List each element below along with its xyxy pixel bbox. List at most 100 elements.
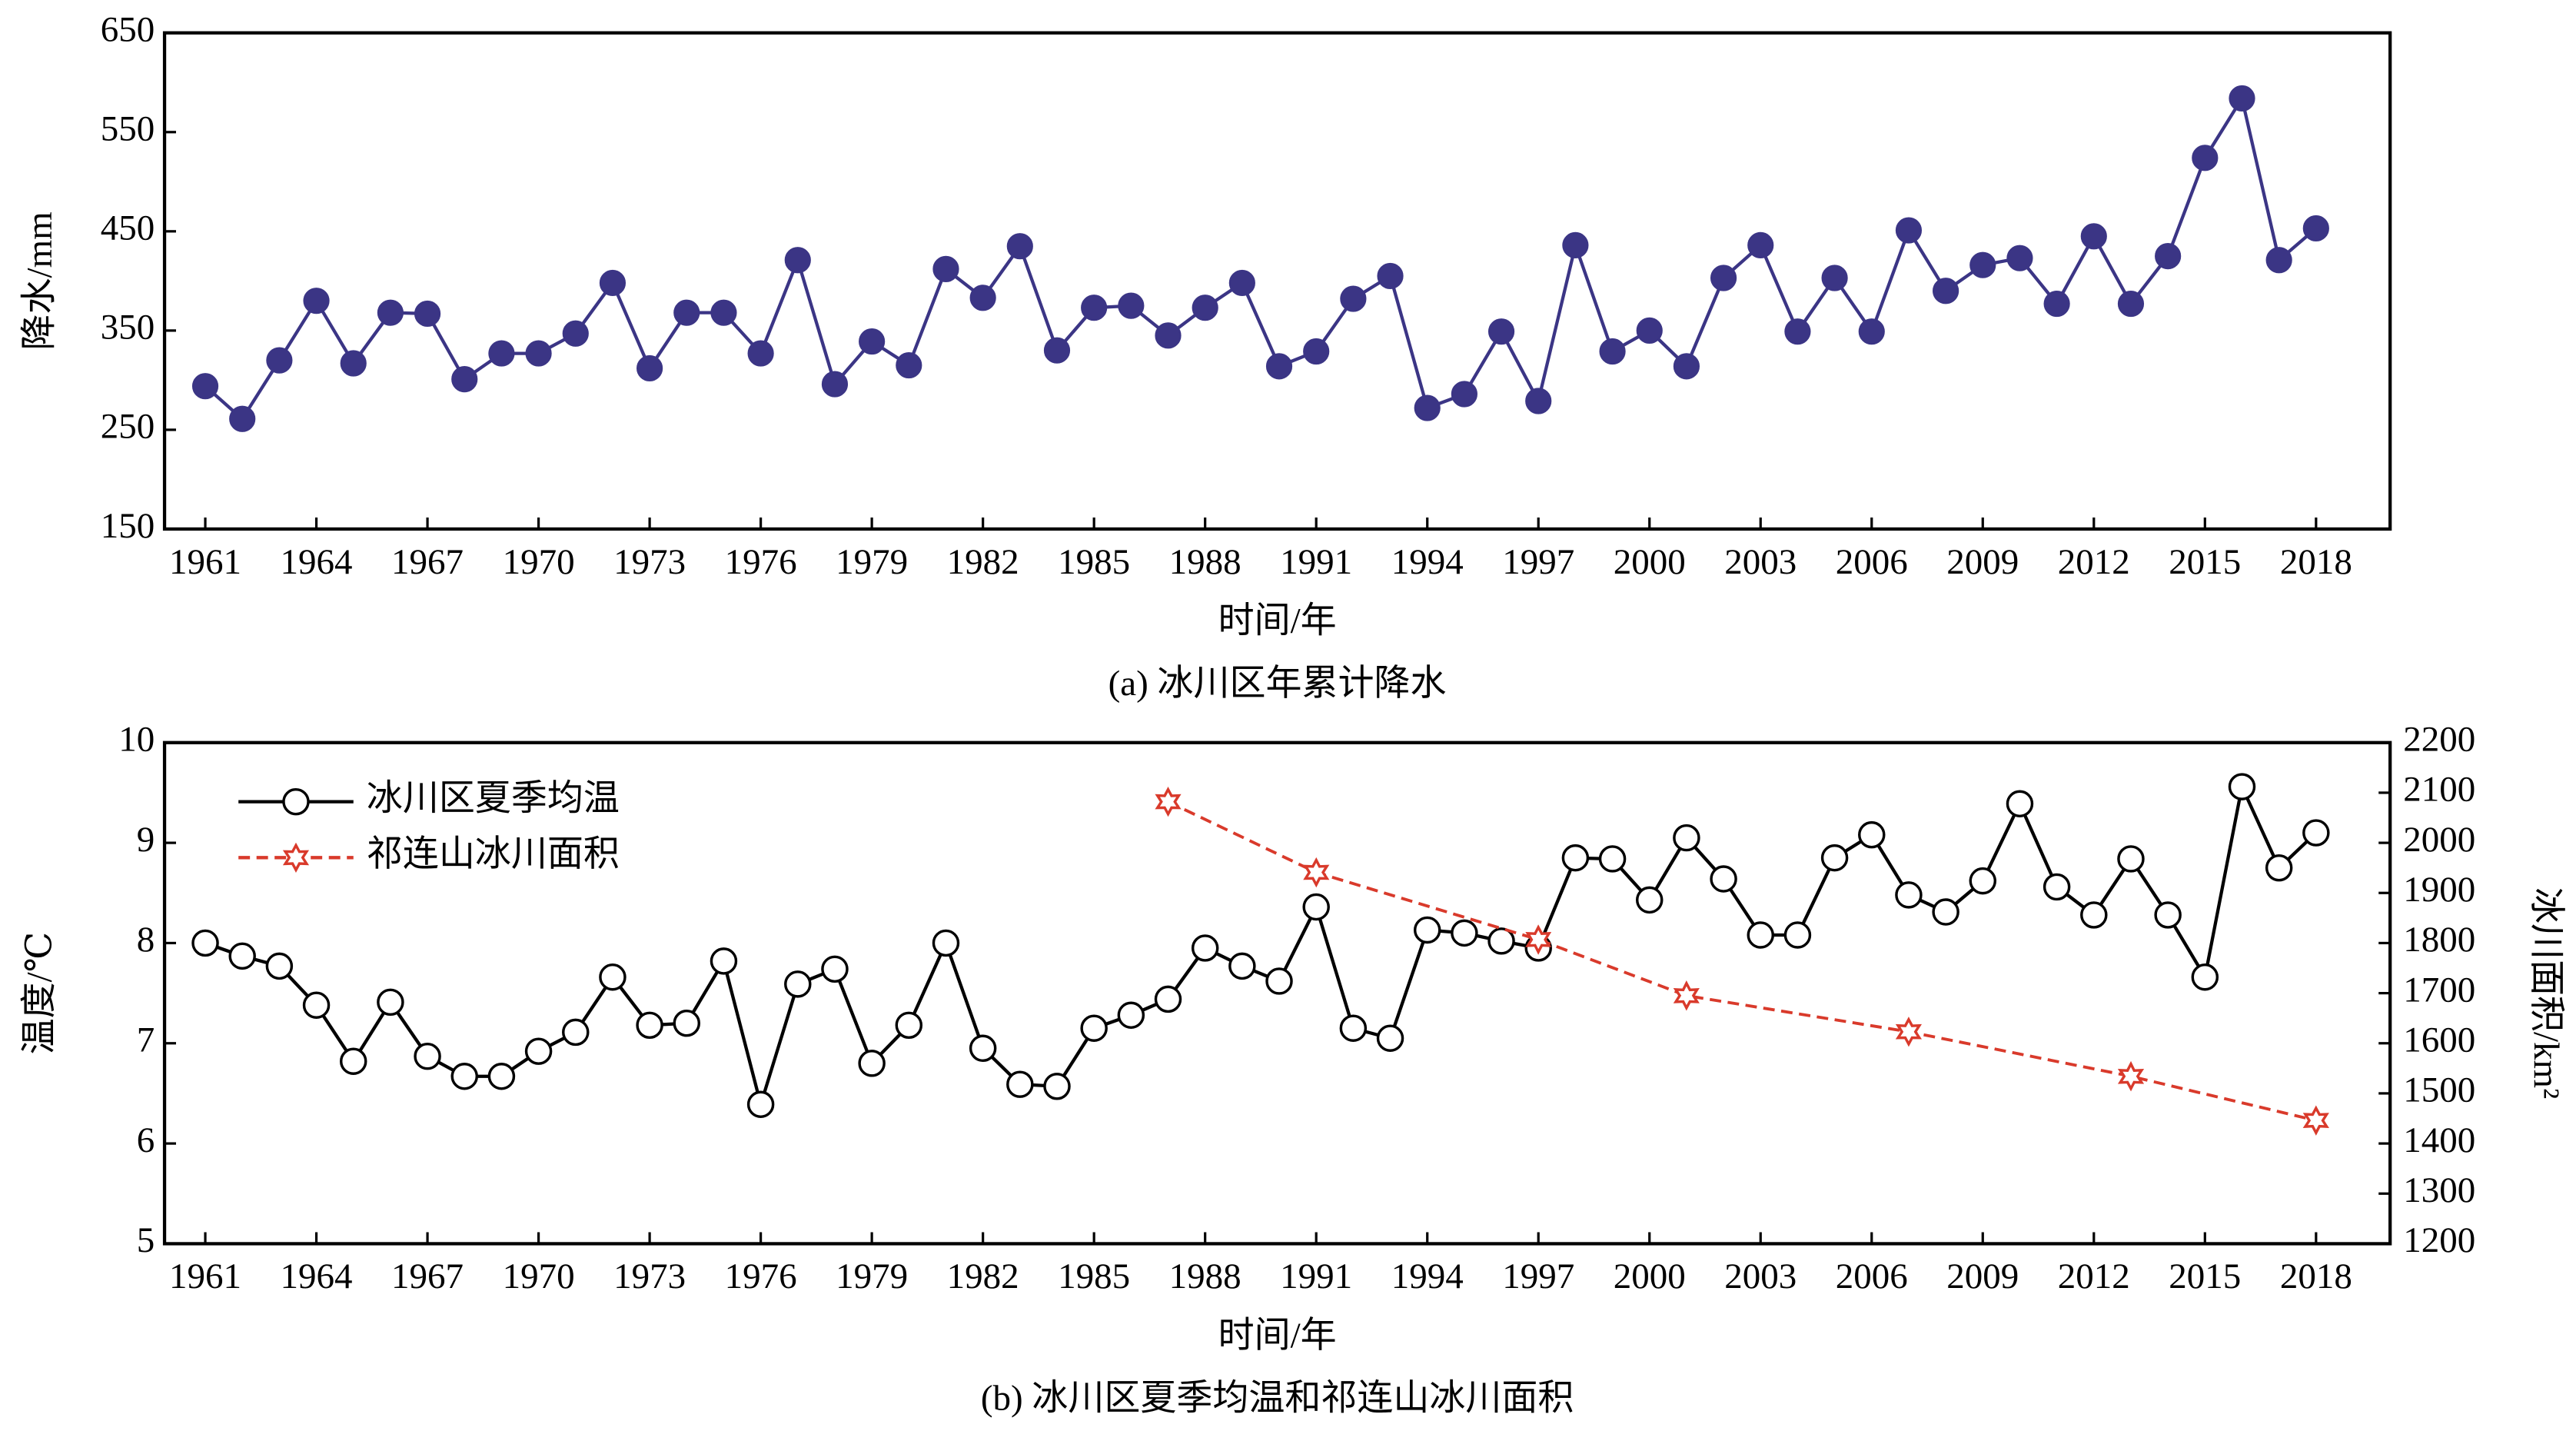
x-tick-label: 1988 bbox=[1169, 542, 1241, 582]
marker bbox=[377, 299, 404, 326]
series-line bbox=[1167, 800, 2317, 1123]
marker bbox=[1340, 285, 1367, 312]
y-tick-label: 250 bbox=[101, 407, 155, 447]
marker bbox=[710, 947, 738, 975]
marker bbox=[2154, 901, 2182, 929]
marker bbox=[450, 1063, 478, 1090]
marker bbox=[2080, 223, 2107, 250]
marker bbox=[858, 1050, 886, 1077]
marker bbox=[1487, 318, 1515, 345]
y2-axis-label: 冰川面积/km² bbox=[2526, 887, 2566, 1099]
marker bbox=[1636, 886, 1664, 914]
legend-label: 冰川区夏季均温 bbox=[367, 778, 620, 818]
marker bbox=[1933, 278, 1959, 305]
marker bbox=[1969, 251, 1996, 278]
y2-tick-label: 2100 bbox=[2403, 770, 2475, 810]
marker bbox=[1451, 381, 1477, 408]
marker bbox=[859, 328, 886, 355]
y2-tick-label: 1800 bbox=[2403, 920, 2475, 960]
marker bbox=[932, 255, 959, 282]
x-tick-label: 1982 bbox=[947, 1256, 1019, 1296]
x-tick-label: 2015 bbox=[2169, 542, 2241, 582]
x-tick-label: 1967 bbox=[391, 542, 464, 582]
marker bbox=[1081, 295, 1108, 321]
marker bbox=[896, 351, 922, 379]
marker bbox=[2302, 1105, 2329, 1136]
x-tick-label: 1961 bbox=[169, 542, 241, 582]
y-tick-label: 8 bbox=[137, 920, 155, 960]
y2-tick-label: 1300 bbox=[2403, 1170, 2475, 1210]
y-tick-label: 450 bbox=[101, 208, 155, 248]
y-tick-label: 150 bbox=[101, 506, 155, 546]
marker bbox=[710, 299, 737, 326]
marker bbox=[969, 1034, 997, 1063]
marker bbox=[1858, 318, 1885, 345]
marker bbox=[1710, 265, 1737, 291]
y-axis-label: 降水/mm bbox=[20, 211, 60, 350]
marker bbox=[673, 1009, 701, 1037]
marker bbox=[2043, 873, 2071, 901]
marker bbox=[191, 929, 219, 957]
marker bbox=[303, 288, 330, 314]
y-tick-label: 6 bbox=[137, 1120, 155, 1160]
marker bbox=[1783, 921, 1812, 949]
x-tick-label: 1976 bbox=[725, 1256, 797, 1296]
x-tick-label: 2000 bbox=[1614, 542, 1686, 582]
marker bbox=[2155, 243, 2182, 270]
marker bbox=[2302, 819, 2330, 847]
marker bbox=[1228, 952, 1256, 980]
x-tick-label: 1976 bbox=[725, 542, 797, 582]
x-tick-label: 2009 bbox=[1946, 542, 2019, 582]
marker bbox=[1599, 338, 1626, 365]
marker bbox=[637, 354, 663, 382]
marker bbox=[487, 1063, 516, 1090]
x-tick-label: 1991 bbox=[1280, 1256, 1352, 1296]
marker bbox=[895, 1011, 923, 1040]
x-tick-label: 1979 bbox=[836, 542, 908, 582]
series-line bbox=[204, 781, 2318, 1111]
x-tick-label: 2012 bbox=[2058, 1256, 2130, 1296]
marker bbox=[2006, 790, 2034, 817]
marker bbox=[1043, 1073, 1071, 1100]
marker bbox=[599, 269, 627, 297]
x-tick-label: 2018 bbox=[2280, 542, 2352, 582]
x-tick-label: 2012 bbox=[2058, 542, 2130, 582]
marker bbox=[1303, 338, 1330, 365]
marker bbox=[1821, 265, 1848, 291]
y-tick-label: 350 bbox=[101, 308, 155, 348]
marker bbox=[1636, 317, 1663, 344]
x-tick-label: 2003 bbox=[1724, 1256, 1797, 1296]
y2-tick-label: 1700 bbox=[2403, 970, 2475, 1010]
marker bbox=[1598, 845, 1627, 873]
marker bbox=[1117, 1001, 1145, 1029]
marker bbox=[2043, 290, 2070, 318]
x-tick-label: 1988 bbox=[1169, 1256, 1241, 1296]
marker bbox=[1303, 857, 1330, 888]
marker bbox=[969, 285, 996, 311]
marker bbox=[1118, 292, 1145, 319]
x-tick-label: 2006 bbox=[1836, 1256, 1908, 1296]
x-tick-label: 1982 bbox=[947, 542, 1019, 582]
marker bbox=[784, 970, 812, 998]
marker bbox=[1525, 388, 1552, 414]
marker bbox=[784, 247, 811, 274]
y-axis-label: 温度/℃ bbox=[20, 932, 60, 1055]
caption: (b) 冰川区夏季均温和祁连山冰川面积 bbox=[981, 1378, 1574, 1418]
y-tick-label: 10 bbox=[118, 720, 155, 760]
plot-frame bbox=[162, 31, 2392, 531]
marker bbox=[1339, 1014, 1368, 1042]
marker bbox=[1154, 985, 1182, 1013]
x-tick-label: 1985 bbox=[1058, 542, 1130, 582]
marker bbox=[1302, 893, 1330, 921]
marker bbox=[339, 1047, 367, 1075]
marker bbox=[266, 347, 293, 374]
y-tick-label: 9 bbox=[137, 820, 155, 860]
marker bbox=[746, 1090, 775, 1118]
marker bbox=[1414, 394, 1441, 421]
marker bbox=[2117, 1060, 2145, 1092]
y2-tick-label: 1500 bbox=[2403, 1070, 2475, 1110]
marker bbox=[228, 942, 256, 970]
marker bbox=[1561, 844, 1590, 872]
marker bbox=[1487, 927, 1515, 955]
